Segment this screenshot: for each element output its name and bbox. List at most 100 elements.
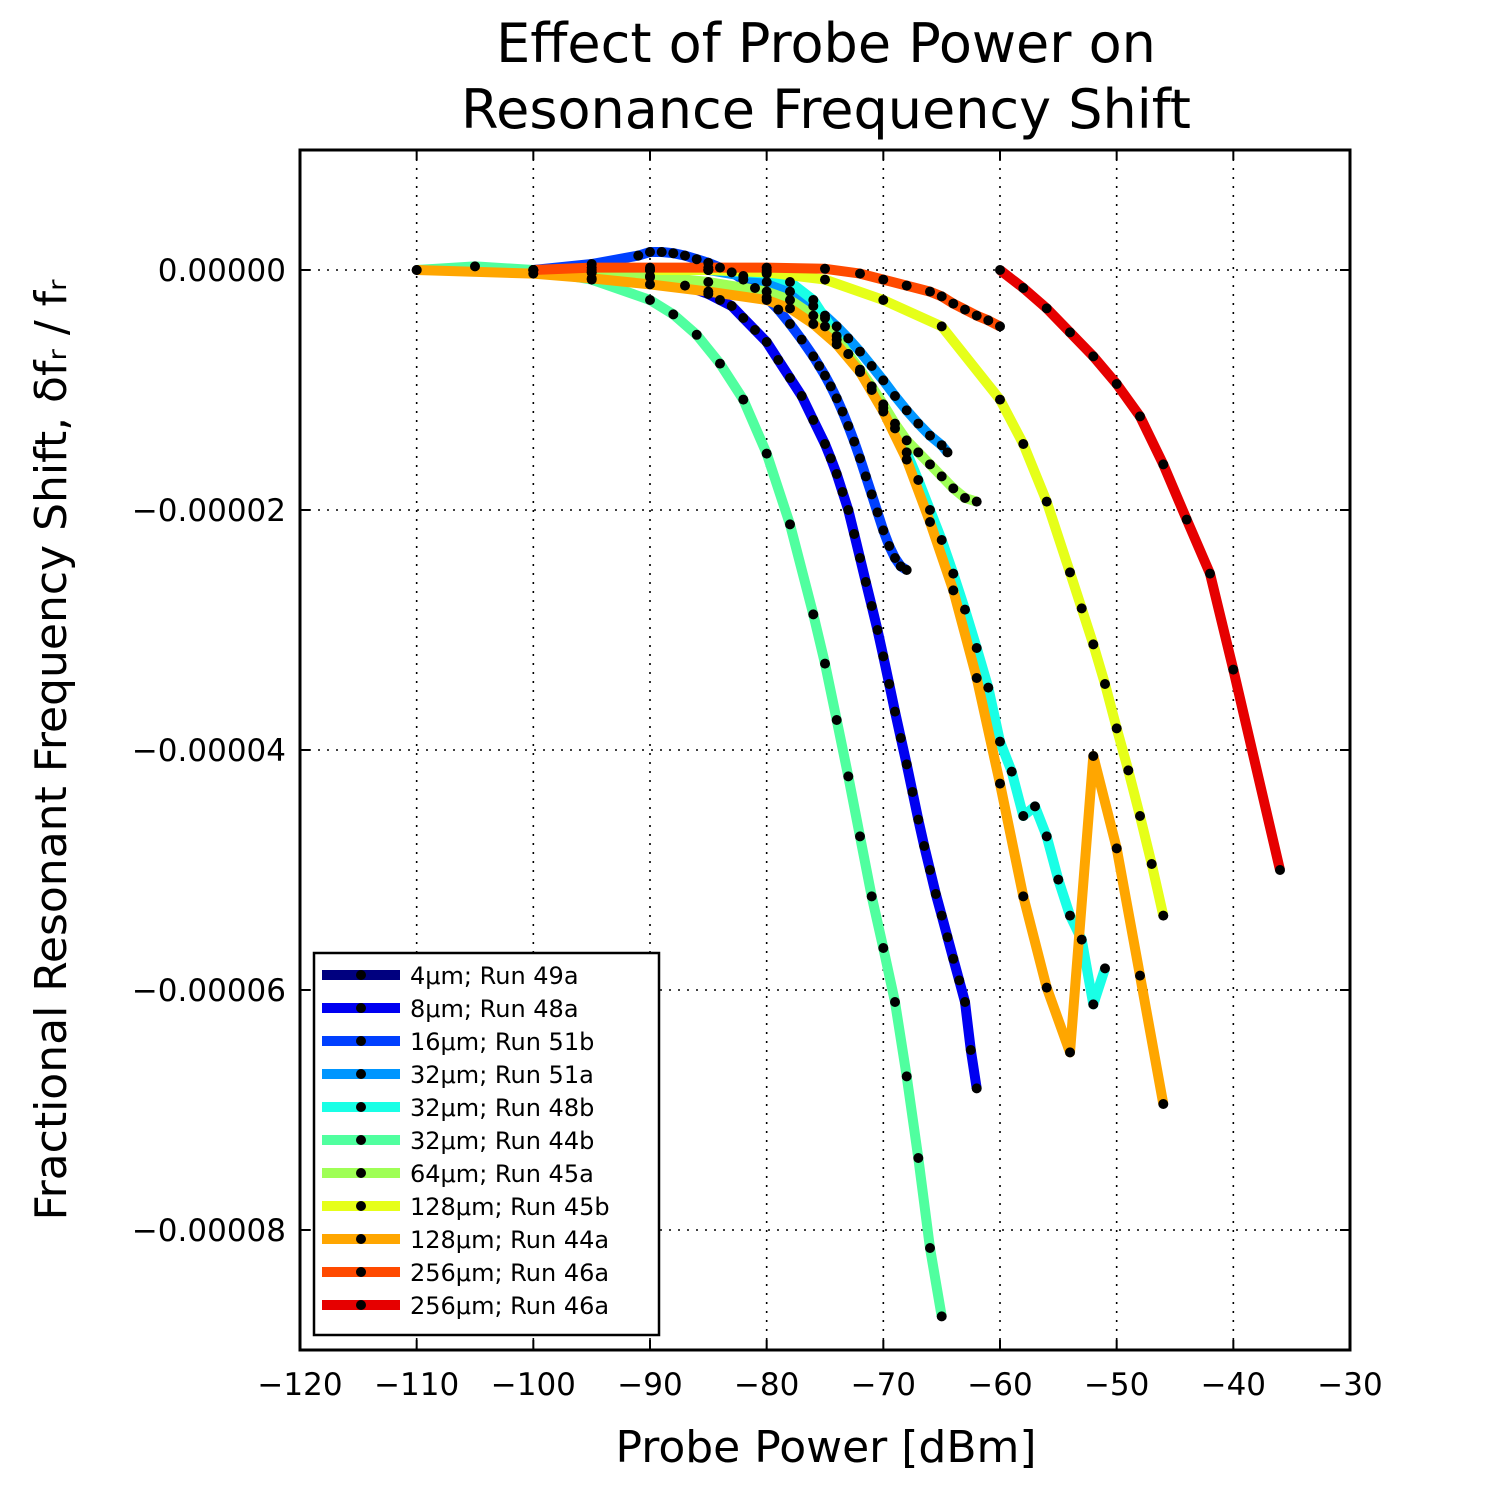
data-point bbox=[586, 273, 597, 284]
legend-marker bbox=[356, 1069, 366, 1079]
data-point bbox=[1111, 723, 1122, 734]
data-point bbox=[948, 953, 959, 964]
x-tick-label: −60 bbox=[967, 1367, 1032, 1403]
data-point bbox=[971, 673, 982, 683]
x-tick-label: −70 bbox=[851, 1367, 916, 1403]
data-point bbox=[761, 286, 772, 297]
data-point bbox=[878, 295, 889, 305]
data-point bbox=[895, 733, 906, 743]
data-point bbox=[942, 932, 953, 943]
data-point bbox=[750, 325, 760, 335]
data-point bbox=[960, 304, 970, 315]
data-point bbox=[808, 609, 819, 620]
data-point bbox=[703, 262, 714, 273]
series-line bbox=[533, 262, 1003, 331]
data-point bbox=[995, 778, 1005, 789]
data-point bbox=[907, 787, 918, 797]
legend-marker bbox=[356, 1003, 366, 1013]
data-point bbox=[715, 295, 725, 305]
data-point bbox=[890, 997, 900, 1007]
data-point bbox=[831, 339, 842, 350]
legend-label: 4μm; Run 49a bbox=[410, 962, 579, 990]
data-point bbox=[1123, 765, 1134, 776]
data-point bbox=[773, 355, 784, 365]
data-point bbox=[855, 268, 865, 279]
data-point bbox=[995, 321, 1005, 332]
data-point bbox=[1018, 891, 1029, 902]
data-point bbox=[930, 889, 941, 899]
data-point bbox=[901, 405, 912, 416]
series-line bbox=[532, 247, 910, 575]
data-point bbox=[1041, 982, 1052, 993]
y-tick-label: 0.00000 bbox=[158, 253, 286, 289]
data-point bbox=[1076, 934, 1087, 945]
y-tick-label: −0.00006 bbox=[132, 973, 286, 1009]
data-point bbox=[1006, 766, 1017, 777]
data-point bbox=[901, 447, 912, 458]
data-point bbox=[890, 553, 900, 563]
data-point bbox=[1158, 910, 1169, 921]
data-point bbox=[633, 250, 644, 261]
legend-label: 128μm; Run 45b bbox=[410, 1193, 610, 1221]
data-point bbox=[680, 250, 690, 261]
data-point bbox=[808, 351, 819, 362]
data-point bbox=[1088, 351, 1099, 362]
data-point bbox=[1076, 603, 1087, 614]
data-point bbox=[703, 277, 714, 287]
data-point bbox=[808, 415, 819, 425]
data-point bbox=[715, 262, 725, 273]
data-point bbox=[843, 349, 854, 359]
data-point bbox=[983, 682, 994, 693]
legend-marker bbox=[356, 1234, 366, 1244]
legend-label: 128μm; Run 44a bbox=[410, 1226, 609, 1254]
data-point bbox=[785, 277, 795, 287]
data-point bbox=[890, 706, 900, 717]
data-point bbox=[820, 263, 830, 274]
data-point bbox=[913, 447, 924, 458]
legend-marker bbox=[356, 1201, 366, 1211]
data-point bbox=[831, 469, 842, 479]
series-line bbox=[650, 265, 1169, 917]
data-point bbox=[849, 529, 860, 539]
data-point bbox=[1135, 411, 1145, 422]
data-point bbox=[925, 865, 935, 875]
data-point bbox=[878, 406, 889, 417]
data-point bbox=[925, 517, 935, 527]
data-point bbox=[1100, 679, 1110, 689]
data-point bbox=[860, 471, 871, 482]
data-point bbox=[837, 487, 848, 497]
legend-label: 256μm; Run 46a bbox=[410, 1259, 609, 1287]
data-point bbox=[691, 329, 702, 340]
data-point bbox=[913, 418, 924, 429]
data-point bbox=[878, 274, 889, 285]
data-point bbox=[936, 535, 947, 545]
data-point bbox=[855, 453, 865, 464]
data-point bbox=[855, 553, 865, 563]
legend-marker bbox=[356, 1036, 366, 1046]
x-tick-label: −120 bbox=[257, 1367, 342, 1403]
data-point bbox=[936, 471, 947, 482]
data-point bbox=[1228, 664, 1239, 675]
data-point bbox=[645, 262, 655, 273]
data-point bbox=[942, 447, 953, 458]
data-point bbox=[645, 247, 655, 257]
data-point bbox=[866, 601, 877, 611]
data-point bbox=[837, 406, 848, 417]
data-point bbox=[960, 604, 970, 615]
data-point bbox=[808, 310, 819, 321]
data-point bbox=[925, 286, 935, 297]
data-point bbox=[831, 393, 842, 404]
data-point bbox=[971, 496, 982, 507]
data-point bbox=[645, 279, 655, 290]
data-point bbox=[872, 507, 883, 518]
data-point bbox=[726, 301, 737, 311]
data-point bbox=[691, 254, 702, 265]
data-point bbox=[901, 454, 912, 465]
data-point bbox=[761, 448, 772, 459]
data-point bbox=[936, 1311, 947, 1322]
x-tick-label: −40 bbox=[1201, 1367, 1266, 1403]
data-point bbox=[1088, 639, 1099, 650]
data-point bbox=[849, 436, 860, 447]
data-point bbox=[843, 421, 854, 431]
